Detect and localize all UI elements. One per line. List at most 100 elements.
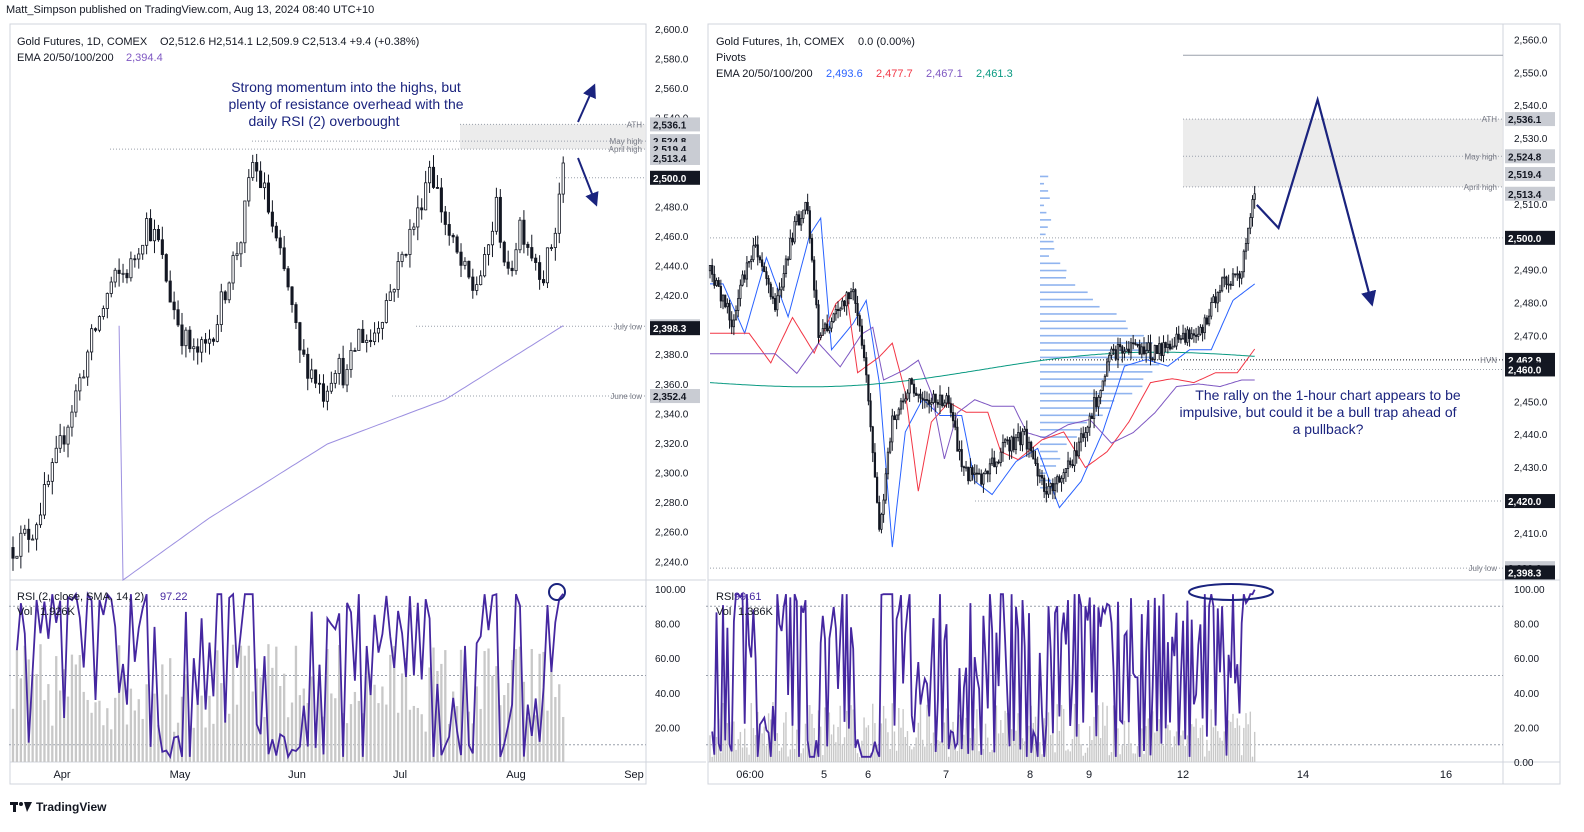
left-candle-body <box>38 514 43 526</box>
right-candle-body <box>958 449 961 452</box>
left-resistance-zone <box>460 124 646 150</box>
right-volume-bar <box>724 721 726 762</box>
right-price-tag-bg-1 <box>1505 149 1555 164</box>
left-volume-bar <box>106 708 109 762</box>
left-volume-bar <box>530 648 533 762</box>
right-volume-profile-bar <box>1040 291 1088 294</box>
right-candle-body <box>813 259 816 291</box>
right-candle-body <box>1166 343 1169 348</box>
right-volume-bar <box>1060 705 1063 762</box>
left-volume-bar <box>27 659 30 762</box>
right-volume-bar <box>709 735 711 762</box>
right-volume-bar <box>889 748 891 762</box>
left-candle-body <box>282 247 286 270</box>
right-price-tag-bg-6 <box>1505 362 1555 377</box>
left-volume-bar <box>389 654 392 762</box>
left-volume-bar <box>19 678 23 762</box>
left-candle-body <box>125 272 129 279</box>
left-candle-body <box>266 182 270 213</box>
right-volume-bar <box>880 723 883 762</box>
right-price-tag-bg-2 <box>1505 167 1555 182</box>
right-candle-body <box>734 310 738 321</box>
right-volume-profile-bar <box>1040 190 1049 192</box>
left-volume-bar <box>459 649 463 762</box>
left-candle-body <box>357 328 361 351</box>
left-candle-body <box>534 257 538 263</box>
right-candle-body <box>810 238 814 261</box>
right-volume-bar <box>1110 752 1113 762</box>
right-volume-bar <box>1169 730 1171 762</box>
right-candle-body <box>715 280 718 286</box>
right-candle-body <box>1214 296 1217 304</box>
left-rsi-tick-1: 40.00 <box>655 689 680 700</box>
right-candle-body <box>817 304 820 338</box>
right-volume-bar <box>1219 737 1221 762</box>
right-volume-bar <box>1125 745 1128 762</box>
right-candle-body <box>1162 342 1165 356</box>
left-candle-body <box>561 162 565 195</box>
right-volume-bar <box>950 729 952 762</box>
right-candle-body <box>921 397 924 401</box>
right-candle-body <box>1053 483 1057 492</box>
right-volume-bar <box>1193 726 1195 762</box>
left-volume-bar <box>377 703 380 762</box>
right-candle-body <box>1158 343 1161 354</box>
right-volume-bar <box>991 749 993 762</box>
right-candle-body <box>1173 345 1176 348</box>
right-volume-bar <box>976 709 978 762</box>
right-volume-bar <box>1223 731 1225 762</box>
left-candle-body <box>321 383 326 402</box>
left-candle-body <box>259 170 263 189</box>
right-rsi-ellipse <box>1188 583 1274 601</box>
right-volume-profile-bar <box>1040 428 1081 431</box>
right-ema20-value: 2,493.6 <box>826 68 863 80</box>
left-candle-body <box>396 261 400 290</box>
right-candle-body <box>923 399 926 401</box>
right-candle-body <box>977 472 981 475</box>
right-volume-profile-bar <box>1040 349 1152 351</box>
right-volume-profile-bar <box>1040 269 1067 272</box>
right-volume-bar <box>1236 718 1239 762</box>
right-candle-body <box>991 457 994 465</box>
right-candle-body <box>782 273 785 288</box>
right-volume-bar <box>800 753 802 762</box>
right-candle-body <box>800 218 803 226</box>
left-candle-body <box>506 261 510 269</box>
right-volume-bar <box>752 728 755 762</box>
left-volume-bar <box>196 702 199 762</box>
right-price-tick-12: 2,530.0 <box>1514 134 1548 145</box>
right-candle-body <box>1066 460 1070 469</box>
right-volume-bar <box>813 728 815 762</box>
right-candle-body <box>915 392 918 396</box>
right-candle-body <box>1142 346 1146 355</box>
right-volume-bar <box>1017 713 1019 762</box>
left-price-tick-11: 2,460.0 <box>655 232 689 243</box>
left-down-arrow <box>577 157 599 207</box>
right-candle-body <box>930 402 933 405</box>
right-volume-bar <box>987 737 989 762</box>
right-price-tick-10: 2,510.0 <box>1514 200 1548 211</box>
left-candle-body <box>349 350 353 370</box>
right-candle-body <box>1132 342 1135 345</box>
right-candle-body <box>986 470 989 475</box>
right-candle-body <box>1175 333 1178 347</box>
right-volume-profile-bar <box>1040 284 1076 286</box>
right-volume-bar <box>735 749 737 762</box>
left-volume-bar <box>298 695 302 762</box>
left-candle-body <box>278 237 282 249</box>
right-candle-body <box>1138 344 1141 355</box>
left-volume-bar <box>503 695 506 762</box>
left-volume-bar <box>424 731 427 762</box>
left-candle-body <box>420 207 424 211</box>
right-volume-bar <box>746 747 748 762</box>
right-volume-bar <box>997 733 1000 762</box>
left-candle-body <box>510 267 514 272</box>
right-volume-bar <box>811 713 813 762</box>
right-time-tick-6: 12 <box>1177 769 1189 781</box>
right-volume-bar <box>1063 708 1065 762</box>
right-candle-body <box>1127 348 1130 353</box>
left-candle-body <box>137 253 141 260</box>
left-candle-body <box>341 357 345 386</box>
left-volume-bar <box>212 723 215 762</box>
right-candle-body <box>1242 250 1245 273</box>
